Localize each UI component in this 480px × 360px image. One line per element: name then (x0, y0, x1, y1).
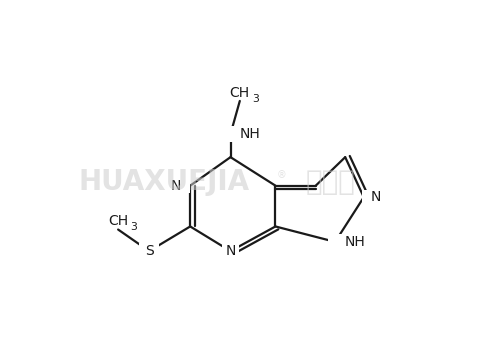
Text: 3: 3 (252, 94, 259, 104)
Bar (222, 243, 240, 259)
Text: N: N (371, 190, 381, 204)
Text: HUAXUEJIA: HUAXUEJIA (79, 168, 250, 196)
Bar (361, 190, 379, 205)
Text: NH: NH (240, 127, 261, 141)
Text: CH: CH (230, 86, 250, 100)
Text: 化学加: 化学加 (305, 168, 355, 196)
Text: ®: ® (276, 170, 286, 180)
Text: NH: NH (345, 235, 365, 249)
Bar (224, 126, 256, 142)
Bar (328, 234, 360, 249)
Text: CH: CH (108, 214, 128, 228)
Text: 3: 3 (131, 222, 137, 232)
Bar (139, 243, 159, 259)
Text: N: N (225, 244, 236, 258)
Text: N: N (170, 179, 181, 193)
Bar (172, 178, 190, 193)
Text: S: S (145, 244, 154, 258)
